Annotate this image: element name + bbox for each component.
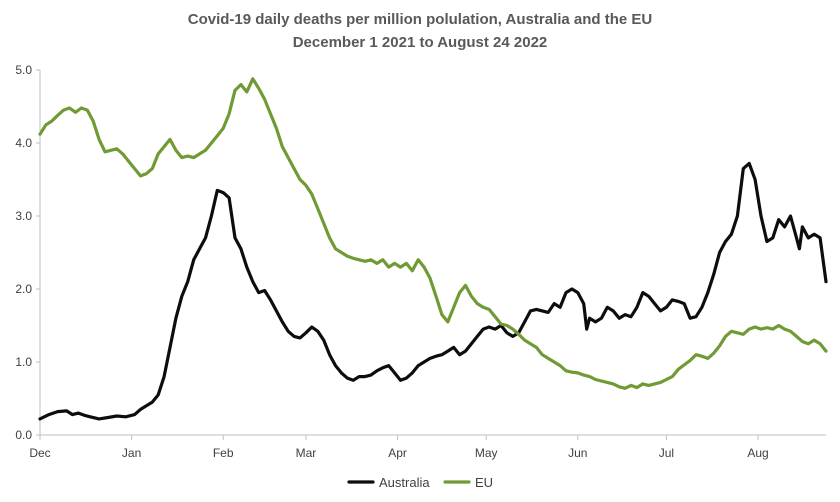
- chart-subtitle: December 1 2021 to August 24 2022: [293, 34, 548, 51]
- x-tick-label: Mar: [296, 446, 317, 460]
- y-tick-label: 3.0: [15, 209, 32, 223]
- chart-title: Covid-19 daily deaths per million polula…: [188, 11, 653, 28]
- y-tick-label: 4.0: [15, 136, 32, 150]
- legend-label-australia: Australia: [379, 475, 430, 490]
- x-tick-label: Aug: [747, 446, 768, 460]
- series-layer: [38, 77, 828, 421]
- x-tick-label: Jul: [659, 446, 674, 460]
- series-line-australia: [38, 161, 828, 421]
- y-axis-ticks: 0.0 1.0 2.0 3.0 4.0 5.0: [15, 63, 40, 442]
- x-axis-ticks: Dec Jan Feb Mar Apr May Jun Jul Aug: [29, 435, 769, 460]
- y-tick-label: 0.0: [15, 428, 32, 442]
- series-line-eu: [38, 77, 828, 390]
- legend: Australia EU: [347, 475, 493, 490]
- y-tick-label: 2.0: [15, 282, 32, 296]
- x-tick-label: Jun: [568, 446, 587, 460]
- legend-label-eu: EU: [475, 475, 493, 490]
- x-tick-label: May: [475, 446, 498, 460]
- y-tick-label: 5.0: [15, 63, 32, 77]
- x-tick-label: Jan: [122, 446, 141, 460]
- y-tick-label: 1.0: [15, 355, 32, 369]
- x-tick-label: Apr: [388, 446, 407, 460]
- x-tick-label: Dec: [29, 446, 50, 460]
- x-tick-label: Feb: [213, 446, 234, 460]
